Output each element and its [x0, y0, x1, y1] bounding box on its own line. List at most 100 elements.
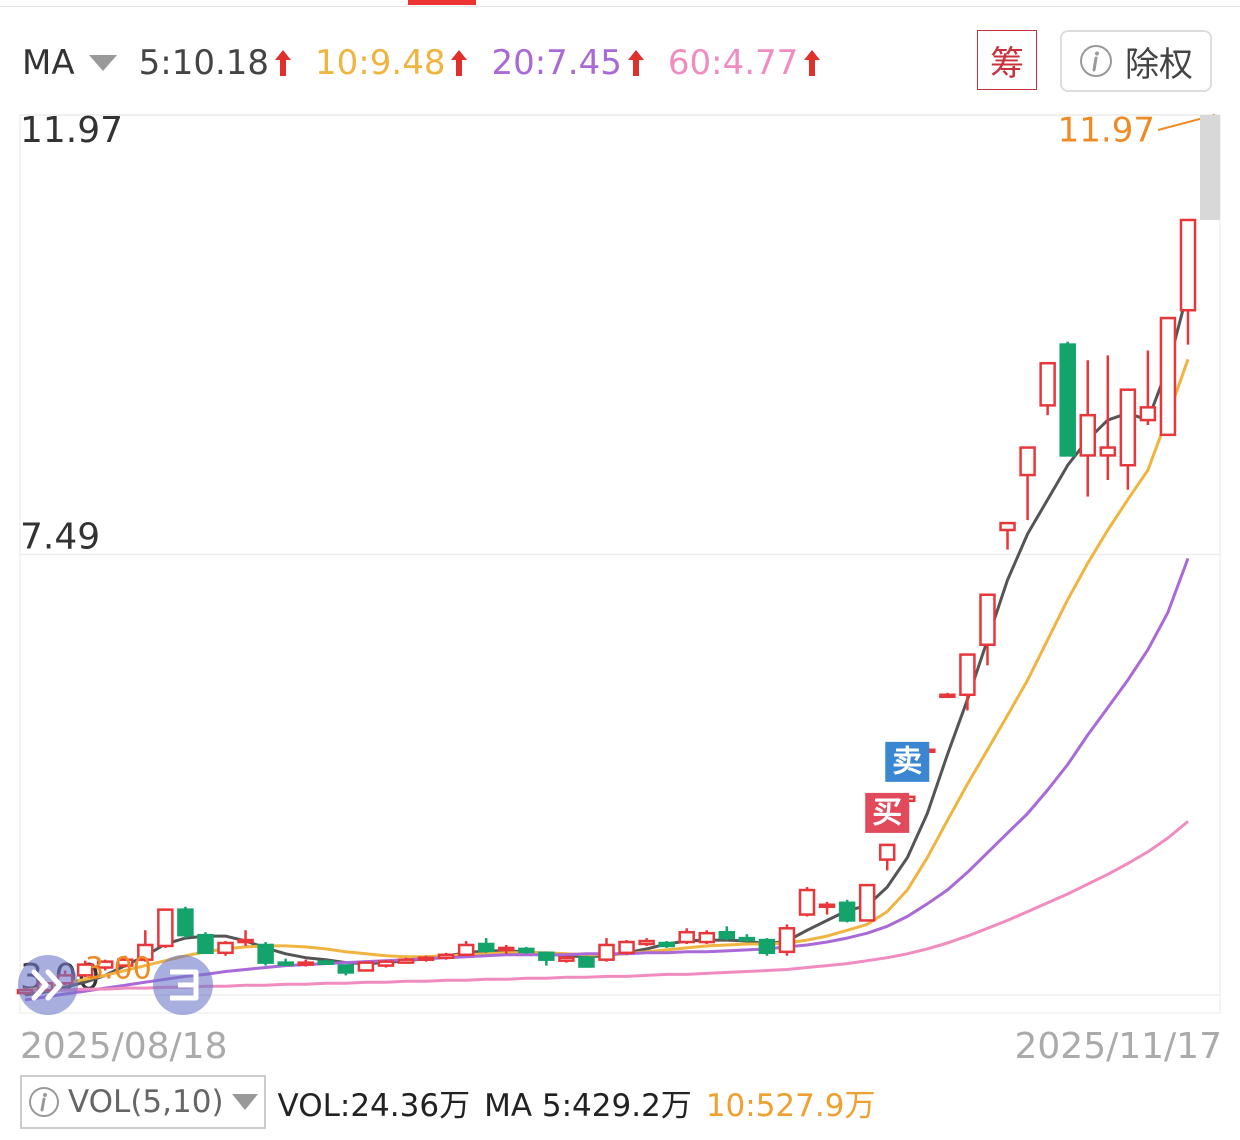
candle-body [1159, 316, 1177, 437]
volume-values: VOL:24.36万 MA 5:429.2万 10:527.9万 [278, 1080, 890, 1125]
reset-button[interactable] [153, 955, 213, 1015]
chips-label: 筹 [990, 43, 1024, 84]
candle-body [638, 939, 655, 946]
candle-body [1179, 218, 1197, 312]
candle-body [678, 930, 695, 944]
candle-body [357, 961, 375, 972]
candle-body [1099, 446, 1117, 457]
x-tick-label: 2025/11/17 [1015, 1026, 1223, 1067]
ma-header: MA 5: 10.18 10: 9.48 20: 7.45 60: 4.77 [22, 32, 844, 94]
ma-legend-item: 20: 7.45 [491, 43, 645, 83]
ma-line [24, 820, 1189, 993]
ma-legend-name: 5: [138, 43, 172, 83]
info-icon [29, 1087, 59, 1117]
ma-line [24, 358, 1190, 992]
dropdown-icon[interactable] [88, 53, 117, 73]
candle-body [798, 888, 816, 916]
candle-body [177, 908, 194, 937]
candle-body [457, 943, 475, 957]
candle-body [297, 961, 314, 966]
candle-body [1059, 343, 1076, 457]
signal-label: 买 [872, 795, 902, 830]
volume-selector[interactable]: VOL(5,10) [20, 1075, 266, 1129]
arrow-shape [627, 50, 644, 76]
candle-body [96, 960, 114, 969]
active-tab-marker [408, 0, 476, 5]
candle-body [157, 908, 174, 948]
signal-badge [865, 792, 910, 833]
candle-body [939, 693, 956, 699]
top-divider [0, 6, 1240, 7]
ma-legend-value: 4.77 [722, 43, 799, 83]
candle-body [598, 943, 615, 961]
candle-body [558, 956, 575, 962]
candle-body [437, 953, 455, 959]
candle-body [979, 593, 996, 647]
ma-legend-item: 5: 10.18 [139, 43, 293, 83]
ma-legend-item: 10: 9.48 [315, 43, 469, 83]
x-tick-label: 2025/08/18 [20, 1026, 228, 1067]
candle-body [818, 903, 836, 908]
plot-frame [19, 114, 1221, 1014]
candle-body [838, 901, 856, 922]
y-tick-label: 11.97 [20, 110, 123, 151]
candle-body [417, 956, 435, 961]
trend-arrow [804, 50, 821, 76]
ma-legend-value: 10.18 [171, 43, 270, 83]
candle-body [718, 930, 736, 940]
candle-body [1019, 446, 1036, 477]
candle-body [477, 942, 495, 953]
candle-body [1139, 406, 1157, 422]
candle-body [277, 961, 294, 966]
collapse-button[interactable] [18, 955, 78, 1015]
candle-body [337, 964, 355, 974]
ma-line [24, 557, 1190, 1002]
ma-legend-name: 10: [315, 43, 370, 83]
candle-body [1119, 388, 1137, 467]
candle-body [397, 958, 415, 964]
low-mark-label: 3.00 [85, 952, 152, 987]
trend-arrow [275, 50, 292, 76]
trend-arrow [627, 50, 644, 76]
candle-body [317, 960, 335, 965]
candle-body [257, 943, 274, 964]
indicator-name[interactable]: MA [22, 43, 75, 83]
chart: 3.00 7.49 11.97 2025/08/18 2025/11/17 买卖 11.97… [16, 110, 1223, 1067]
ma-legend-value: 7.45 [546, 43, 622, 83]
adjust-label: 除权 [1125, 44, 1193, 85]
candle-body [76, 963, 94, 977]
arrow-shape [275, 50, 292, 76]
ma-legend-value: 9.48 [369, 43, 446, 83]
ma-legend-name: 20: [491, 43, 547, 83]
candle-body [959, 653, 976, 697]
signal-label: 卖 [892, 744, 922, 779]
candle-body [117, 958, 134, 967]
candle-body [217, 941, 234, 955]
button-icon [31, 969, 63, 1001]
high-mark-label: 11.97 [1058, 111, 1155, 151]
candle-body [1079, 413, 1096, 457]
candle-body [658, 941, 675, 948]
info-icon [1080, 45, 1112, 77]
adjust-button[interactable]: 除权 [1060, 30, 1212, 92]
scroll-indicator [1200, 115, 1220, 220]
ma-line [24, 290, 1190, 997]
arrow-shape [451, 50, 468, 76]
chips-button[interactable]: 筹 [977, 30, 1037, 90]
volume-header: VOL(5,10) VOL:24.36万 MA 5:429.2万 10:527.9万 [20, 1075, 889, 1129]
candle-body [999, 521, 1016, 532]
candle-body [377, 960, 395, 967]
trend-arrow [451, 50, 468, 76]
signal-badge [885, 741, 930, 782]
ma-legend-name: 60: [667, 43, 723, 83]
candle-body [538, 951, 555, 961]
candle-body [618, 940, 635, 955]
candle-body [738, 936, 756, 942]
volume-value: 10:527.9万 [705, 1087, 876, 1124]
volume-indicator: VOL(5,10) [68, 1084, 224, 1120]
ma-legend-item: 60: 4.77 [668, 43, 822, 83]
candle-body [497, 946, 515, 952]
candle-body [698, 931, 716, 944]
candle-body [878, 843, 896, 861]
